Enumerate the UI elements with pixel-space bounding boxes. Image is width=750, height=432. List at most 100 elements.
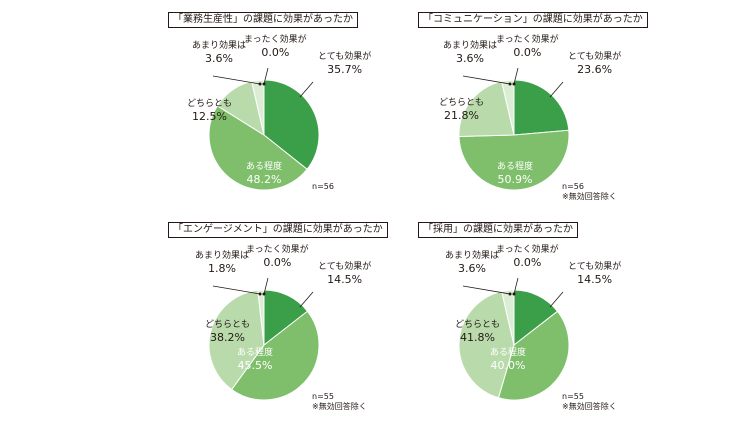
leader-line: [462, 285, 511, 295]
slice-label: とても効果が 14.5%: [318, 262, 371, 287]
sample-note: n=55 ※無効回答除く: [562, 392, 617, 412]
sample-size: n=55: [312, 392, 334, 401]
slice-value: 48.2%: [246, 173, 282, 186]
sample-size: n=55: [562, 392, 584, 401]
slice-value: 40.0%: [490, 359, 526, 372]
slice-label: どちらとも 12.5%: [187, 99, 232, 124]
leader-line: [212, 75, 261, 85]
pie-panel: 「コミュニケーション」の課題に効果があったか とても効果が 23.6% ある程度 50.…: [418, 12, 658, 222]
slice-value: 3.6%: [205, 52, 233, 65]
exclusion-note: ※無効回答除く: [562, 192, 617, 201]
slice-value: 14.5%: [327, 273, 363, 286]
leader-dot: [258, 82, 262, 86]
pie-slice: [263, 79, 320, 170]
leader-dot: [512, 82, 516, 86]
sample-note: n=55 ※無効回答除く: [312, 392, 367, 412]
slice-name: まったく効果が: [246, 245, 309, 255]
pie-chart: [208, 67, 320, 191]
leader-dot: [262, 292, 266, 296]
slice-label: まったく効果が 0.0%: [246, 245, 309, 270]
chart-title: 「業務生産性」の課題に効果があったか: [168, 12, 358, 28]
slice-label: どちらとも 38.2%: [205, 320, 250, 345]
pie-slice: [458, 129, 570, 191]
slice-name: まったく効果が: [244, 35, 307, 45]
slice-value: 0.0%: [261, 46, 290, 59]
slice-label: ある程度 45.5%: [237, 348, 273, 373]
slice-label: あまり効果は 3.6%: [443, 41, 497, 66]
leader-line: [299, 291, 314, 308]
pie-slice: [501, 289, 515, 346]
slice-value: 45.5%: [237, 359, 273, 372]
slice-value: 50.9%: [497, 173, 533, 186]
slice-label: ある程度 48.2%: [246, 162, 282, 187]
slice-label: まったく効果が 0.0%: [496, 245, 559, 270]
slice-name: どちらとも: [455, 320, 501, 330]
leader-dot: [258, 292, 262, 296]
pie-slice: [257, 289, 265, 346]
slice-value: 1.8%: [208, 262, 236, 275]
slice-name: どちらとも: [187, 99, 233, 109]
sample-note: n=56: [312, 182, 334, 192]
pie-panel: 「エンゲージメント」の課題に効果があったか とても効果が 14.5% ある程度 45.5…: [168, 222, 408, 432]
figure: { "chart_data": [ { "type": "pie", "titl…: [168, 12, 658, 411]
pie-slice: [251, 79, 265, 136]
slice-name: ある程度: [497, 162, 534, 172]
slice-label: あまり効果は 3.6%: [445, 251, 499, 276]
slice-value: 23.6%: [577, 63, 613, 76]
pie-slice: [501, 79, 515, 136]
leader-line: [299, 81, 314, 98]
slice-label: とても効果が 35.7%: [318, 52, 371, 77]
slice-value: 0.0%: [513, 46, 542, 59]
slice-name: ある程度: [246, 162, 283, 172]
sample-size: n=56: [562, 182, 584, 191]
leader-line: [513, 67, 519, 85]
slice-name: まったく効果が: [496, 245, 559, 255]
slice-label: どちらとも 41.8%: [455, 320, 500, 345]
pie-chart: [458, 67, 570, 191]
pie-slice: [458, 80, 515, 137]
slice-label: ある程度 50.9%: [497, 162, 533, 187]
slice-name: とても効果が: [568, 262, 622, 272]
slice-value: 3.6%: [456, 52, 484, 65]
leader-line: [263, 67, 269, 85]
pie-slice: [497, 310, 570, 401]
leader-line: [549, 291, 564, 308]
pie-panel: 「採用」の課題に効果があったか とても効果が 14.5% ある程度 40.0% どちらとも…: [418, 222, 658, 432]
slice-name: あまり効果は: [443, 41, 498, 51]
slice-name: とても効果が: [568, 52, 622, 62]
slice-value: 21.8%: [444, 109, 479, 122]
slice-name: どちらとも: [439, 98, 485, 108]
slice-name: ある程度: [237, 348, 274, 358]
slice-value: 41.8%: [460, 331, 495, 344]
slice-name: まったく効果が: [496, 35, 559, 45]
leader-dot: [262, 82, 266, 86]
slice-name: あまり効果は: [192, 41, 247, 51]
pie-slice: [208, 289, 265, 391]
leader-line: [263, 277, 269, 295]
slice-label: ある程度 40.0%: [490, 348, 526, 373]
slice-value: 0.0%: [513, 256, 542, 269]
slice-name: ある程度: [490, 348, 527, 358]
leader-dot: [508, 292, 512, 296]
slice-label: とても効果が 23.6%: [568, 52, 621, 77]
pie-chart: [458, 277, 570, 401]
slice-value: 35.7%: [327, 63, 363, 76]
leader-line: [462, 75, 511, 85]
exclusion-note: ※無効回答除く: [562, 402, 617, 411]
sample-size: n=56: [312, 182, 334, 191]
slice-name: あまり効果は: [195, 251, 250, 261]
leader-dot: [512, 292, 516, 296]
slice-value: 38.2%: [210, 331, 245, 344]
slice-label: あまり効果は 1.8%: [195, 251, 249, 276]
slice-label: あまり効果は 3.6%: [192, 41, 246, 66]
slice-label: とても効果が 14.5%: [568, 262, 621, 287]
slice-label: まったく効果が 0.0%: [244, 35, 307, 60]
pie-chart: [208, 277, 320, 401]
pie-slice: [230, 310, 320, 401]
leader-dot: [508, 82, 512, 86]
slice-label: まったく効果が 0.0%: [496, 35, 559, 60]
leader-line: [513, 277, 519, 295]
slice-name: あまり効果は: [445, 251, 500, 261]
slice-label: どちらとも 21.8%: [439, 98, 484, 123]
pie-slice: [208, 105, 308, 191]
